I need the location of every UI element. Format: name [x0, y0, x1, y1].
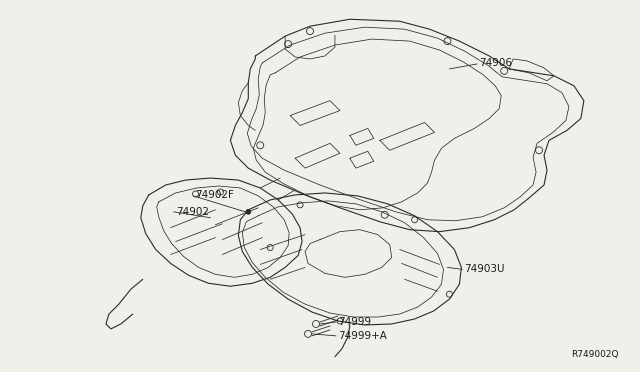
Text: 74999+A: 74999+A [338, 331, 387, 341]
Text: 74999: 74999 [338, 317, 371, 327]
Text: 74902: 74902 [175, 207, 209, 217]
Text: 74906: 74906 [479, 58, 512, 68]
Text: R749002Q: R749002Q [571, 350, 619, 359]
Text: 74903U: 74903U [465, 264, 505, 275]
Circle shape [246, 209, 251, 214]
Text: 74902F: 74902F [196, 190, 234, 200]
